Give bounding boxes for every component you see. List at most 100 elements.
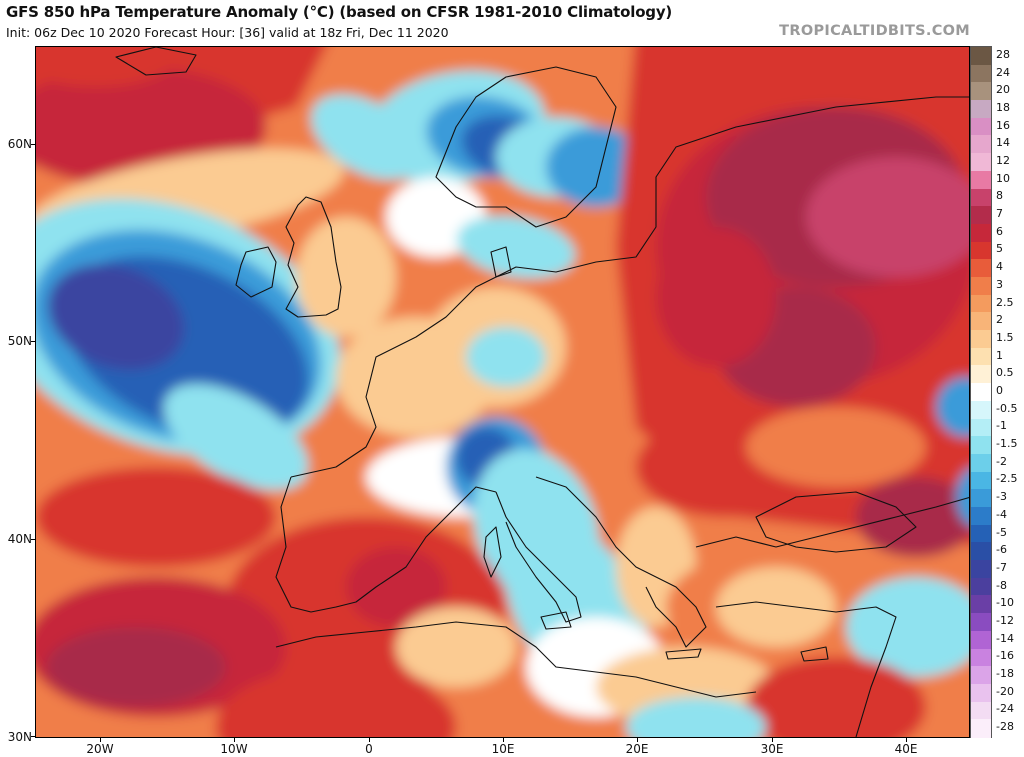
colorbar-swatch <box>971 630 991 650</box>
colorbar-label: -2 <box>996 454 1007 468</box>
colorbar-label: 5 <box>996 242 1003 256</box>
coastline <box>540 611 572 630</box>
lat-tick <box>31 736 35 737</box>
colorbar-label: -10 <box>996 596 1014 610</box>
lat-tick <box>31 144 35 145</box>
anomaly-map[interactable] <box>35 46 970 738</box>
warm-core <box>856 477 969 557</box>
colorbar-swatch <box>971 259 991 278</box>
colorbar-swatch <box>971 701 991 720</box>
colorbar-label: -7 <box>996 560 1007 574</box>
colorbar-swatch <box>971 648 991 667</box>
colorbar-swatch <box>971 489 991 508</box>
colorbar-label: -6 <box>996 543 1007 557</box>
colorbar-label: -28 <box>996 720 1014 734</box>
colorbar-label: 2.5 <box>996 295 1014 309</box>
colorbar-label: 6 <box>996 224 1003 238</box>
colorbar-label: 0 <box>996 384 1003 397</box>
colorbar-swatch <box>971 613 991 632</box>
colorbar-swatch <box>971 223 991 243</box>
colorbar-swatch <box>971 719 991 738</box>
strong-warm-core <box>806 157 969 277</box>
colorbar-swatch <box>971 577 991 597</box>
colorbar-swatch <box>971 595 991 614</box>
colorbar-label: -0.5 <box>996 401 1018 415</box>
colorbar-swatch <box>971 241 991 260</box>
anomaly-field <box>36 47 969 737</box>
coastline <box>800 646 829 662</box>
colorbar-swatch <box>971 436 991 455</box>
warm-core <box>46 627 226 707</box>
warm-core <box>656 227 776 367</box>
lat-tick <box>31 539 35 540</box>
lon-label-20w: 20W <box>86 742 114 756</box>
lat-label-30n: 30N <box>7 730 32 744</box>
colorbar-swatch <box>971 188 991 207</box>
colorbar-label: -12 <box>996 614 1014 627</box>
colorbar-label: -18 <box>996 667 1014 681</box>
cold-anomaly <box>846 577 969 677</box>
colorbar-label: 4 <box>996 260 1003 274</box>
warm-anomaly <box>36 47 176 87</box>
weak-anomaly <box>396 607 516 687</box>
lon-tick <box>906 738 907 742</box>
lon-label-30e: 30E <box>760 742 784 756</box>
coastline <box>715 601 897 737</box>
colorbar-legend <box>970 46 992 738</box>
lon-label-0: 0 <box>365 742 373 756</box>
cold-core <box>48 264 184 370</box>
colorbar-label: 28 <box>996 47 1010 61</box>
warm-anomaly <box>36 467 276 567</box>
colorbar-label: -8 <box>996 578 1007 592</box>
coastline <box>665 648 702 660</box>
colorbar-label: -3 <box>996 490 1007 504</box>
colorbar-swatch <box>971 365 991 384</box>
warm-anomaly <box>746 657 926 737</box>
colorbar-swatch <box>971 666 991 685</box>
colorbar-swatch <box>971 683 991 703</box>
forecast-info: Init: 06z Dec 10 2020 Forecast Hour: [36… <box>6 25 449 40</box>
colorbar-swatch <box>971 206 991 225</box>
colorbar-swatch <box>971 294 991 313</box>
lon-tick <box>100 738 101 742</box>
colorbar-swatch <box>971 383 991 402</box>
colorbar-label: -5 <box>996 525 1007 539</box>
cold-anomaly <box>466 327 546 387</box>
colorbar-swatch <box>971 100 991 119</box>
colorbar-swatch <box>971 507 991 526</box>
coastline <box>755 491 917 553</box>
lat-label-60n: 60N <box>7 137 32 151</box>
lon-tick <box>369 738 370 742</box>
colorbar-swatch <box>971 560 991 579</box>
colorbar-swatch <box>971 524 991 543</box>
colorbar-swatch <box>971 418 991 437</box>
coastline <box>275 621 757 698</box>
colorbar-label: 20 <box>996 83 1010 97</box>
colorbar-label: 3 <box>996 277 1003 291</box>
colorbar-swatch <box>971 400 991 420</box>
colorbar-label: 10 <box>996 171 1010 185</box>
colorbar-label: -20 <box>996 684 1014 698</box>
colorbar-label: 7 <box>996 207 1003 221</box>
lon-label-10w: 10W <box>220 742 248 756</box>
lat-label-40n: 40N <box>7 532 32 546</box>
colorbar-label: 24 <box>996 65 1010 79</box>
lon-tick <box>234 738 235 742</box>
brand-watermark[interactable]: TROPICALTIDBITS.COM <box>779 23 970 39</box>
colorbar-label: 1.5 <box>996 330 1014 344</box>
cold-anomaly <box>456 215 576 279</box>
colorbar-swatch <box>971 47 991 66</box>
colorbar-swatch <box>971 312 991 331</box>
colorbar-swatch <box>971 277 991 296</box>
colorbar-label: 16 <box>996 118 1010 132</box>
colorbar-label: 18 <box>996 100 1010 114</box>
cold-anomaly <box>163 384 309 490</box>
coastline <box>490 246 512 278</box>
lon-label-10e: 10E <box>491 742 515 756</box>
colorbar-swatch <box>971 330 991 349</box>
colorbar-swatch <box>971 117 991 137</box>
coastline <box>483 526 502 578</box>
colorbar-label: -2.5 <box>996 472 1018 486</box>
weak-anomaly <box>716 567 836 647</box>
cold-anomaly <box>956 468 969 526</box>
